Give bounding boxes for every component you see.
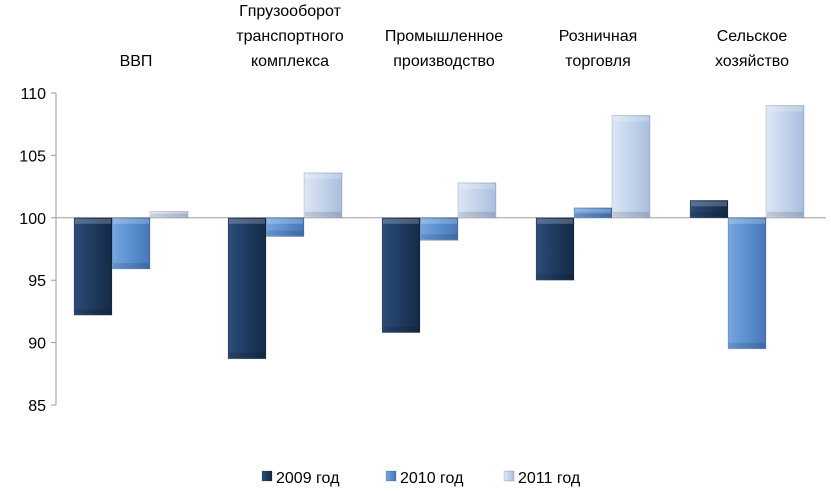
bar-bevel-top [767, 106, 803, 112]
bar-bevel-top [229, 218, 265, 224]
bar-bevel-bottom [267, 230, 303, 236]
category-label: хозяйство [715, 53, 789, 70]
category-label: Гпрузооборот [239, 3, 342, 20]
bar-bevel-top [613, 116, 649, 122]
bar-bevel-bottom [691, 211, 727, 217]
bar-bevel-top [691, 201, 727, 207]
legend-label-2: 2010 год [400, 470, 464, 487]
y-tick-label: 105 [19, 148, 46, 165]
category-label: ВВП [120, 53, 153, 70]
bar-bevel-top [383, 218, 419, 224]
legend: 2009 год 2010 год 2011 год [261, 470, 581, 487]
bar-bevel-top [305, 173, 341, 179]
bar-bevel-bottom [383, 326, 419, 332]
category-label: комплекса [251, 53, 329, 70]
legend-swatch-2 [385, 470, 397, 482]
bar-bevel-bottom [305, 211, 341, 217]
category-label: Сельское [717, 28, 788, 45]
bar-bevel-bottom [767, 211, 803, 217]
y-tick-label: 95 [28, 273, 46, 290]
legend-label-1: 2009 год [276, 470, 340, 487]
bar-bevel-top [729, 218, 765, 224]
bar-bevel-bottom [575, 211, 611, 217]
bar-3-cat-3 [457, 182, 497, 219]
bar-bevel-top [575, 208, 611, 214]
category-label: Промышленное [385, 28, 503, 45]
bar-3-cat-1 [149, 211, 189, 219]
y-tick-label: 85 [28, 398, 46, 415]
bar-2-cat-1 [111, 217, 151, 270]
legend-swatch-3 [503, 470, 515, 482]
bar-bevel-top [537, 218, 573, 224]
bar-1-cat-3 [381, 217, 421, 333]
bar-bevel-bottom [113, 262, 149, 268]
bar-2-cat-3 [419, 217, 459, 241]
bar-3-cat-4 [611, 115, 651, 219]
y-tick-label: 90 [28, 336, 46, 353]
bar-bevel-top [113, 218, 149, 224]
bar-bevel-top [459, 183, 495, 189]
bar-1-cat-1 [73, 217, 113, 316]
y-tick-label: 100 [19, 211, 46, 228]
y-tick-label: 110 [20, 86, 46, 103]
bar-bevel-bottom [75, 309, 111, 315]
bar-bevel-top [151, 212, 187, 217]
bar-2-cat-2 [265, 217, 305, 237]
category-label: производство [393, 53, 495, 70]
bar-bevel-bottom [729, 342, 765, 348]
category-label: транспортного [236, 28, 344, 45]
bar-2-cat-5 [727, 217, 767, 350]
bar-bevel-bottom [613, 211, 649, 217]
bar-bevel-top [267, 218, 303, 224]
bar-1-cat-5 [689, 200, 729, 219]
bar-3-cat-2 [303, 172, 343, 219]
category-label: торговля [565, 53, 630, 70]
bar-bevel-bottom [421, 234, 457, 240]
bar-bevel-top [421, 218, 457, 224]
bar-bevel-top [75, 218, 111, 224]
legend-swatch-1 [261, 470, 273, 482]
bar-3-cat-5 [765, 105, 805, 219]
bar-bevel-bottom [229, 352, 265, 358]
bar-bevel-bottom [151, 213, 187, 217]
bars [73, 105, 805, 360]
category-labels: ВВП Гпрузооборот транспортного комплекса Про… [120, 3, 790, 70]
category-label: Розничная [559, 28, 638, 45]
bar-1-cat-4 [535, 217, 575, 281]
bar-1-cat-2 [227, 217, 267, 360]
bar-bevel-bottom [537, 274, 573, 280]
bar-bevel-bottom [459, 211, 495, 217]
legend-label-3: 2011 год [518, 470, 581, 487]
